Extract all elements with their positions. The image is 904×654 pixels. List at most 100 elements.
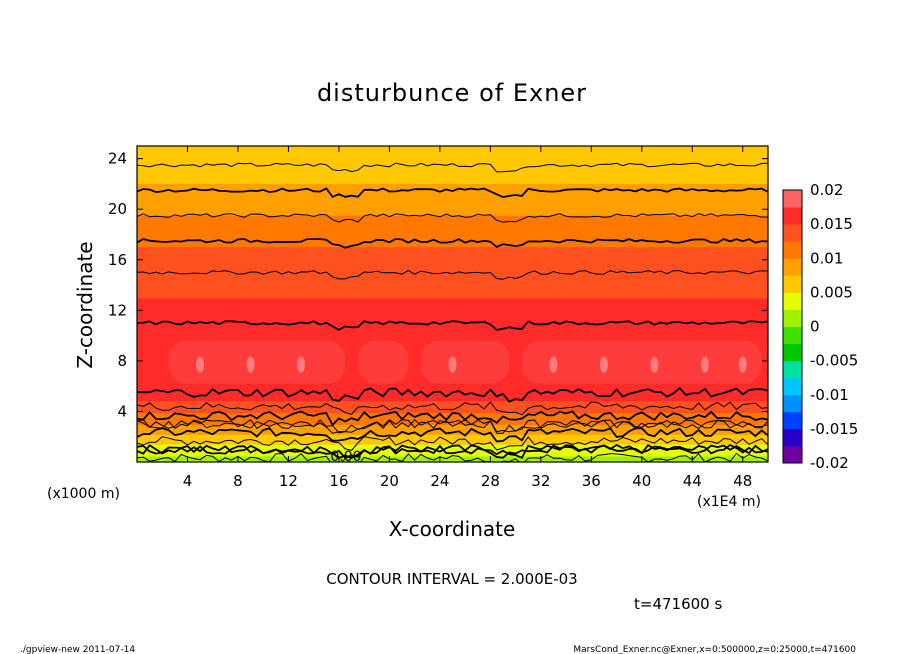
peak-spot [738,356,747,373]
colorbar-tick-label: -0.015 [810,420,858,438]
color-band [137,406,768,410]
y-tick-label: 24 [108,150,127,168]
y-tick-label: 16 [108,251,127,269]
colorbar-tick-label: 0.005 [810,283,853,301]
color-band [137,147,768,151]
color-band [137,186,768,190]
color-band [137,269,768,273]
color-band [137,198,768,202]
colorbar-tick-label: -0.005 [810,352,858,370]
color-band [137,234,768,238]
color-band [137,185,768,188]
peak-region [357,340,409,384]
x-tick-label: 28 [481,472,500,490]
color-band [137,396,768,400]
colorbar-tick-label: -0.01 [810,386,849,404]
color-band [137,402,768,406]
peak-spot [700,356,709,373]
color-band [137,210,768,214]
color-band [137,404,768,408]
contour-interval-text: CONTOUR INTERVAL = 2.000E-03 [326,570,577,588]
color-band [137,285,768,289]
color-band [137,250,768,254]
color-band [137,307,768,311]
color-band [137,281,768,285]
color-band [137,190,768,194]
color-band [137,171,768,175]
colorbar-swatch [783,343,802,362]
contour-line [137,419,768,434]
color-band [137,244,768,248]
x-tick-label: 8 [233,472,243,490]
colorbar-frame [782,189,803,464]
color-band [137,177,768,181]
color-band [137,339,768,343]
color-band [137,416,768,420]
color-band [137,246,768,250]
color-band [137,220,768,224]
x-tick-label: 24 [430,472,449,490]
peak-spot [297,356,306,373]
color-band [137,179,768,183]
color-band [137,303,768,307]
contour-line [137,444,768,459]
color-band [137,204,768,208]
color-band [137,153,768,157]
color-band [137,435,768,439]
color-band [137,238,768,242]
color-band [137,315,768,319]
contour-line [137,238,768,249]
color-band [137,305,768,309]
x-tick-label: 4 [183,472,193,490]
color-band [137,218,768,222]
color-band [137,329,768,333]
colorbar-swatch [783,394,802,413]
contour-line [137,320,768,331]
color-band [137,248,768,252]
color-band [137,293,768,297]
peak-spot [549,356,558,373]
colorbar-swatch [783,445,802,464]
colorbar-swatch [783,309,802,327]
color-band [137,317,768,321]
color-band [137,258,768,262]
colorbar-swatch [783,326,802,345]
colorbar [783,190,802,464]
color-band [137,252,768,256]
color-band [137,400,768,404]
color-band [137,151,768,155]
color-band [137,321,768,325]
y-tick-label: 8 [117,352,127,370]
color-band [137,299,768,303]
color-band [137,262,768,265]
contour-line [137,162,768,173]
colorbar-swatch [783,224,802,242]
footer-left: ./gpview-new 2011-07-14 [20,645,135,654]
color-band [137,202,768,206]
contour-line [137,187,768,199]
x-axis-label: X-coordinate [389,517,516,541]
color-band [137,311,768,315]
color-band [137,226,768,230]
peak-spot [650,356,659,373]
color-band [137,216,768,220]
color-band [137,423,768,427]
color-band [137,149,768,153]
color-band [137,169,768,173]
colorbar-swatch [783,190,802,208]
contour-zero-label: 0.00 [330,449,361,465]
color-band [137,295,768,299]
color-band [137,333,768,337]
chart-title: disturbunce of Exner [317,79,587,107]
color-band [137,449,768,453]
x-tick-label: 16 [329,472,348,490]
color-band [137,265,768,269]
color-band [137,325,768,329]
color-band [137,256,768,260]
peak-spot [196,356,205,373]
y-axis-ticks: 4 8 12 16 20 24 [108,150,768,420]
y-tick-label: 12 [108,301,127,319]
color-band [137,228,768,232]
color-band [137,192,768,196]
colorbar-swatch [783,292,802,310]
